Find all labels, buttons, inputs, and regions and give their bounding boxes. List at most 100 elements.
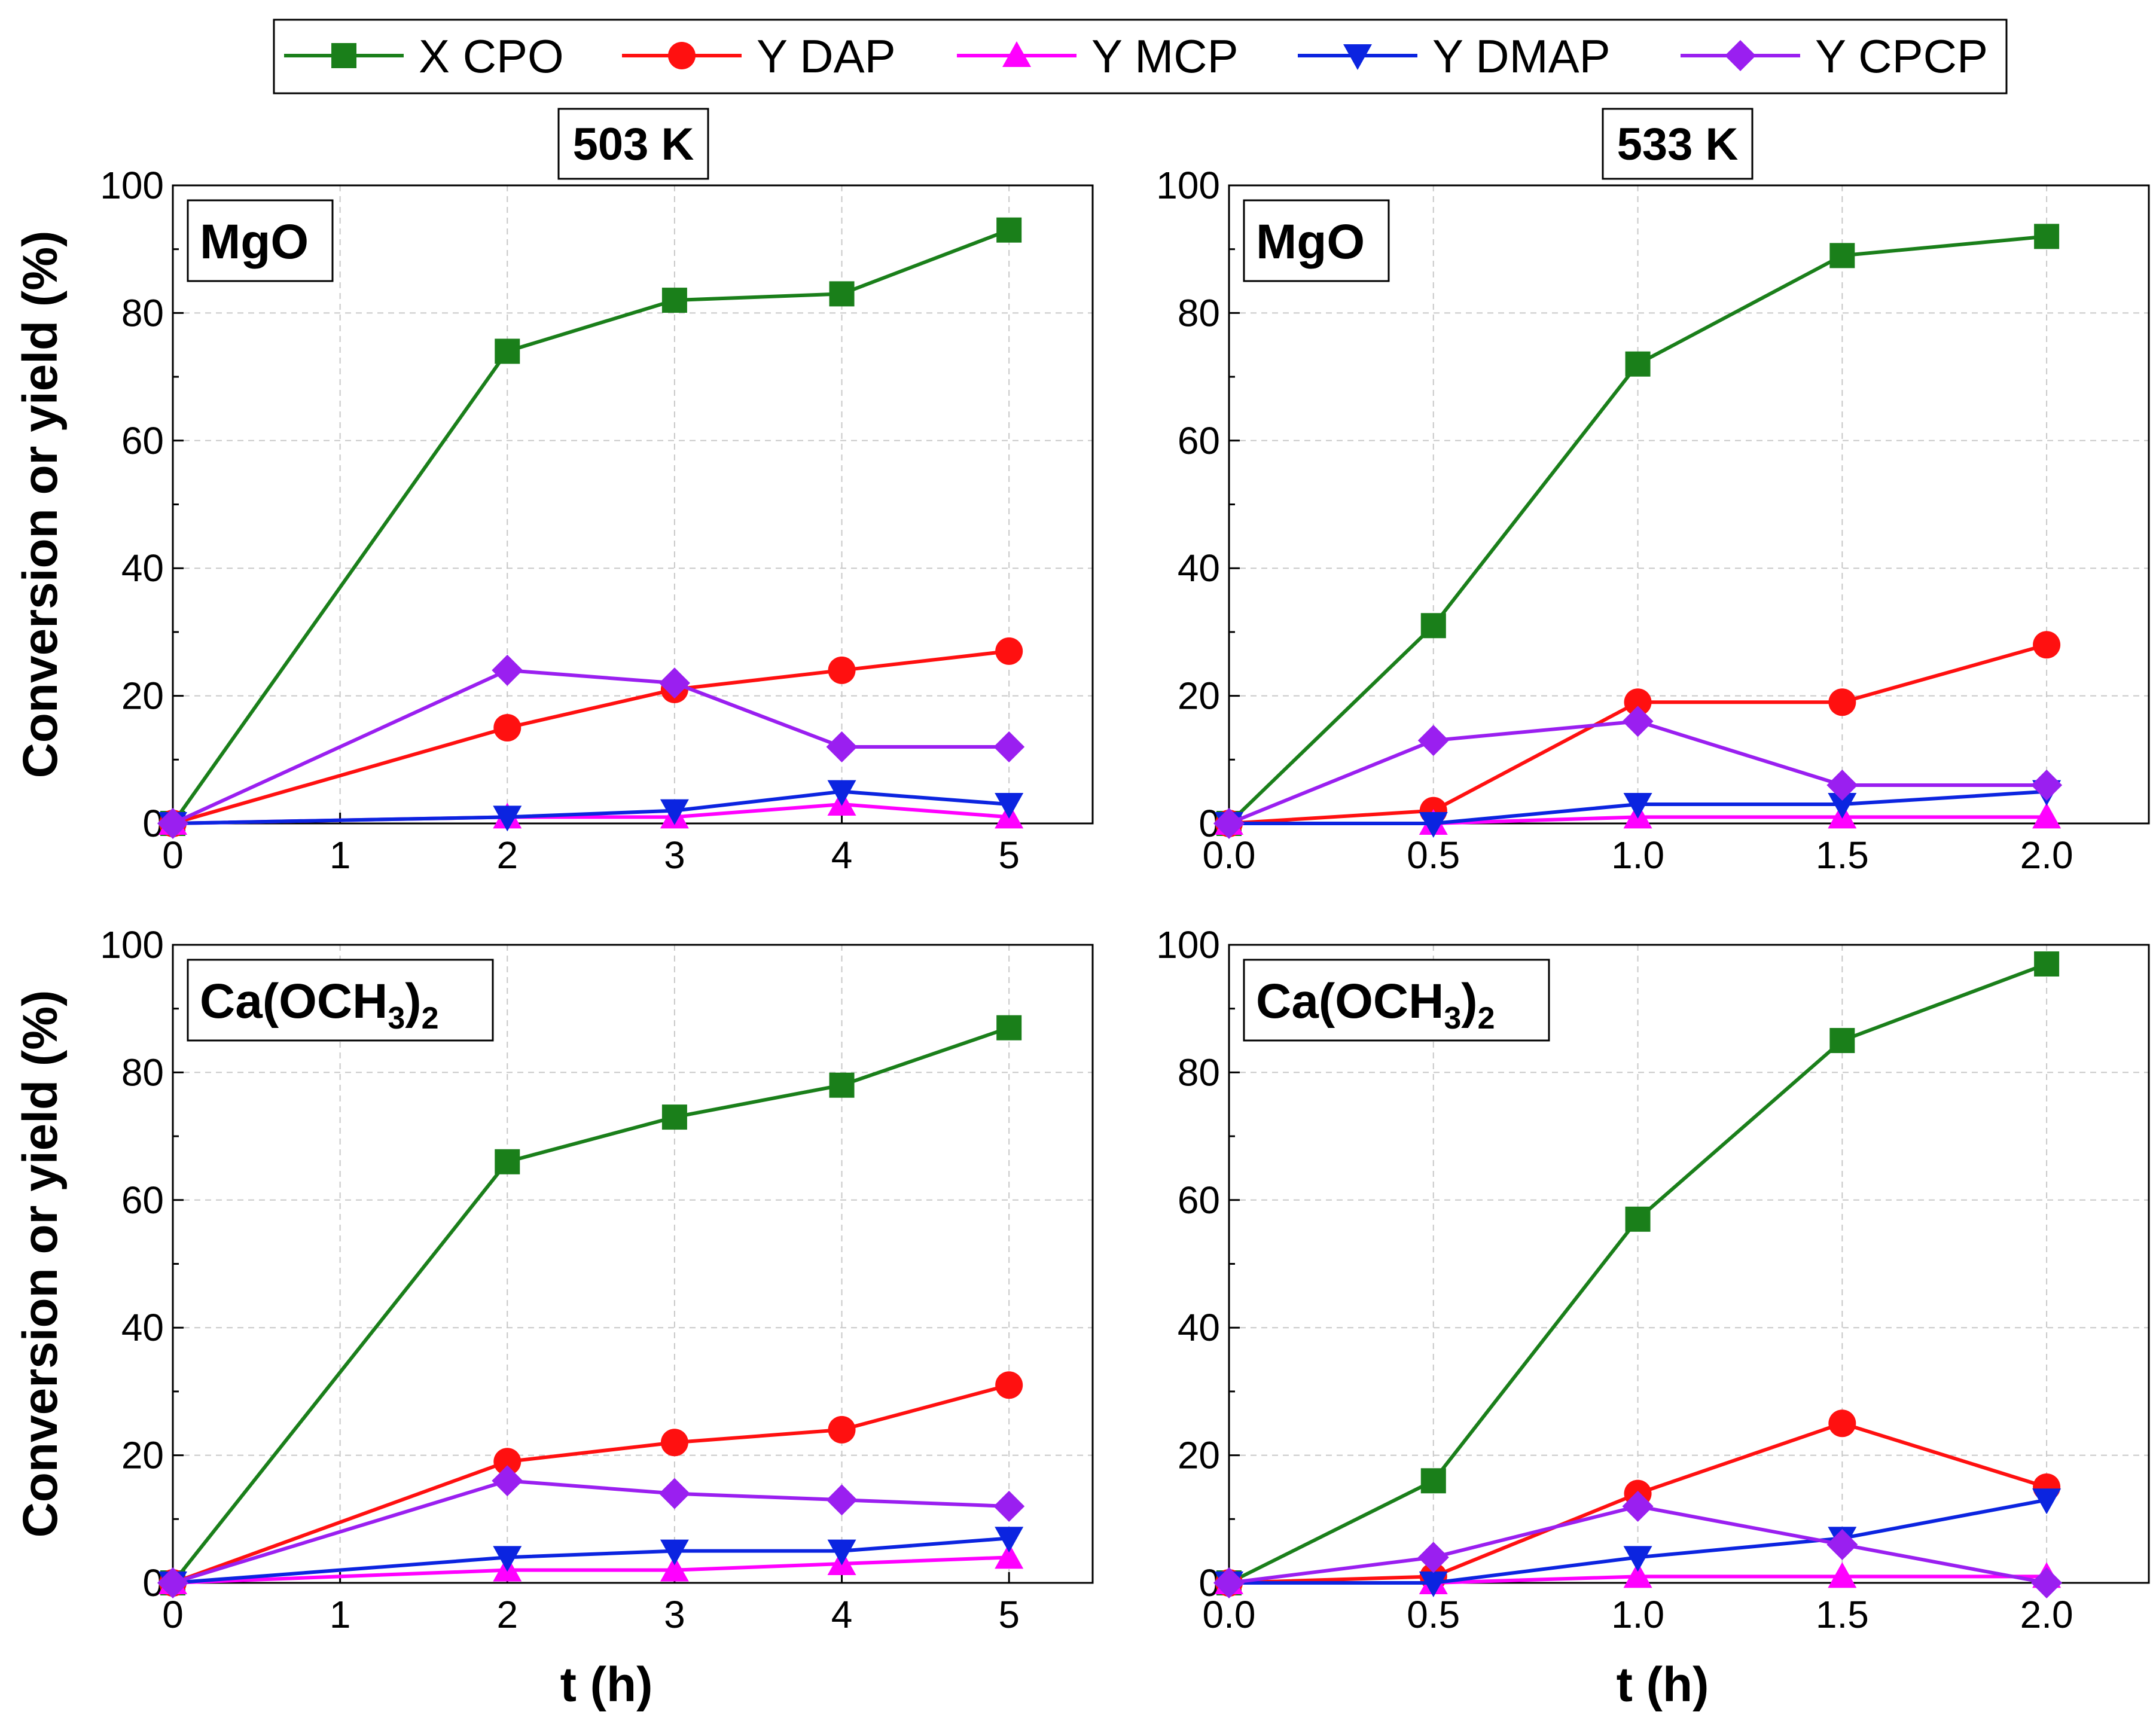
x-tick-label: 0.0 xyxy=(1203,834,1256,877)
x-tick-label: 1.5 xyxy=(1816,834,1869,877)
temperature-label-box xyxy=(557,108,709,180)
data-point-y-dap xyxy=(1624,688,1652,716)
data-point-y-cpcp xyxy=(1417,1542,1449,1573)
legend-item-y-dmap: Y DMAP xyxy=(1298,30,1611,83)
data-point-y-cpcp xyxy=(2031,769,2063,801)
x-axis-title: t (h) xyxy=(1617,1658,1709,1712)
x-tick-label: 2.0 xyxy=(2020,1593,2073,1636)
data-point-y-cpcp xyxy=(2031,1567,2063,1598)
y-tick-label: 60 xyxy=(1178,419,1220,462)
series-x-cpo xyxy=(160,217,1022,836)
x-tick-label: 0 xyxy=(162,834,184,877)
catalyst-label-box xyxy=(1243,959,1550,1042)
data-point-x-cpo xyxy=(1420,1468,1446,1494)
catalyst-label-box xyxy=(187,959,494,1042)
data-point-y-cpcp xyxy=(993,1490,1025,1522)
data-point-x-cpo xyxy=(829,281,855,307)
y-tick-label: 40 xyxy=(121,547,164,590)
data-point-y-cpcp xyxy=(1417,725,1449,756)
series-y-cpcp xyxy=(1213,706,2063,839)
series-line-y-cpcp xyxy=(172,1479,1010,1585)
temperature-label: 503 K xyxy=(557,108,709,180)
data-point-y-dap xyxy=(995,637,1023,665)
y-tick-label: 100 xyxy=(100,923,164,966)
temperature-label: 533 K xyxy=(1602,108,1754,180)
x-tick-label: 0.0 xyxy=(1203,1593,1256,1636)
data-point-y-dmap xyxy=(1828,792,1857,819)
x-tick-label: 2 xyxy=(496,1593,518,1636)
data-point-y-dmap xyxy=(660,799,689,825)
data-point-y-cpcp xyxy=(1622,706,1654,737)
data-point-y-dap xyxy=(660,1429,688,1457)
x-tick-label: 5 xyxy=(998,1593,1020,1636)
data-point-y-dap xyxy=(1828,688,1856,716)
x-tick-label: 4 xyxy=(831,1593,853,1636)
y-tick-label: 40 xyxy=(121,1306,164,1349)
y-tick-label: 80 xyxy=(121,1051,164,1094)
x-tick-label: 4 xyxy=(831,834,853,877)
x-tick-label: 0 xyxy=(162,1593,184,1636)
series-line-x-cpo xyxy=(171,228,1010,825)
data-point-y-mcp xyxy=(995,1543,1024,1569)
x-tick-label: 0.5 xyxy=(1407,834,1460,877)
data-point-y-mcp xyxy=(1828,1562,1857,1588)
temperature-label-text: 533 K xyxy=(1617,119,1739,170)
series-y-mcp xyxy=(158,1543,1024,1594)
y-tick-label: 20 xyxy=(1178,675,1220,718)
legend-marker-x-cpo xyxy=(331,43,356,68)
catalyst-label-box xyxy=(187,199,334,282)
x-tick-label: 2.0 xyxy=(2020,834,2073,877)
data-point-y-cpcp xyxy=(492,654,523,686)
x-tick-label: 5 xyxy=(998,834,1020,877)
data-point-y-dmap xyxy=(827,780,856,806)
data-point-y-dap xyxy=(1828,1409,1856,1438)
x-tick-label: 1.5 xyxy=(1816,1593,1869,1636)
legend-marker-y-mcp xyxy=(1002,41,1031,67)
data-point-y-mcp xyxy=(1623,1562,1652,1588)
data-point-y-dmap xyxy=(1419,1572,1448,1597)
legend-label-y-dap: Y DAP xyxy=(757,30,896,83)
legend-label-x-cpo: X CPO xyxy=(419,30,564,83)
series-line-y-mcp xyxy=(172,1555,1010,1585)
series-y-cpcp xyxy=(157,654,1025,839)
data-point-x-cpo xyxy=(661,288,687,313)
x-tick-label: 3 xyxy=(664,1593,685,1636)
data-point-x-cpo xyxy=(495,338,520,364)
legend-marker-y-dmap xyxy=(1343,44,1372,70)
data-point-y-dmap xyxy=(995,792,1024,819)
data-point-y-dap xyxy=(995,1371,1023,1399)
data-point-x-cpo xyxy=(1625,351,1651,377)
series-line-x-cpo xyxy=(171,1026,1010,1584)
data-point-x-cpo xyxy=(1420,613,1446,639)
data-point-x-cpo xyxy=(1829,243,1855,268)
data-point-x-cpo xyxy=(661,1104,687,1130)
y-tick-label: 20 xyxy=(1178,1434,1220,1477)
data-point-x-cpo xyxy=(1829,1028,1855,1054)
y-tick-label: 20 xyxy=(121,675,164,718)
x-tick-label: 1.0 xyxy=(1611,834,1664,877)
data-point-x-cpo xyxy=(2034,224,2060,249)
data-point-y-cpcp xyxy=(1622,1490,1654,1522)
legend-label-y-mcp: Y MCP xyxy=(1091,30,1239,83)
data-point-y-cpcp xyxy=(658,667,690,699)
series-y-dap xyxy=(159,1371,1023,1597)
data-point-y-dmap xyxy=(1623,1546,1652,1572)
catalyst-label-text: MgO xyxy=(1256,215,1365,269)
data-point-y-cpcp xyxy=(1213,808,1245,839)
data-point-y-cpcp xyxy=(157,1567,188,1598)
panels: 0 1 2 3 4 5 0 20 40 60 80 100 MgO 503 K Conversion or … xyxy=(13,108,2150,1712)
temperature-label-box xyxy=(1602,108,1754,180)
data-point-x-cpo xyxy=(1625,1206,1651,1232)
data-point-y-dmap xyxy=(660,1539,689,1566)
data-point-x-cpo xyxy=(2034,951,2060,977)
x-axis-title: t (h) xyxy=(560,1658,653,1712)
data-point-y-cpcp xyxy=(157,808,188,839)
y-tick-label: 20 xyxy=(121,1434,164,1477)
y-tick-label: 40 xyxy=(1178,547,1220,590)
plot-frame xyxy=(1228,944,2150,1584)
x-tick-label: 3 xyxy=(664,834,685,877)
x-tick-label: 2 xyxy=(496,834,518,877)
